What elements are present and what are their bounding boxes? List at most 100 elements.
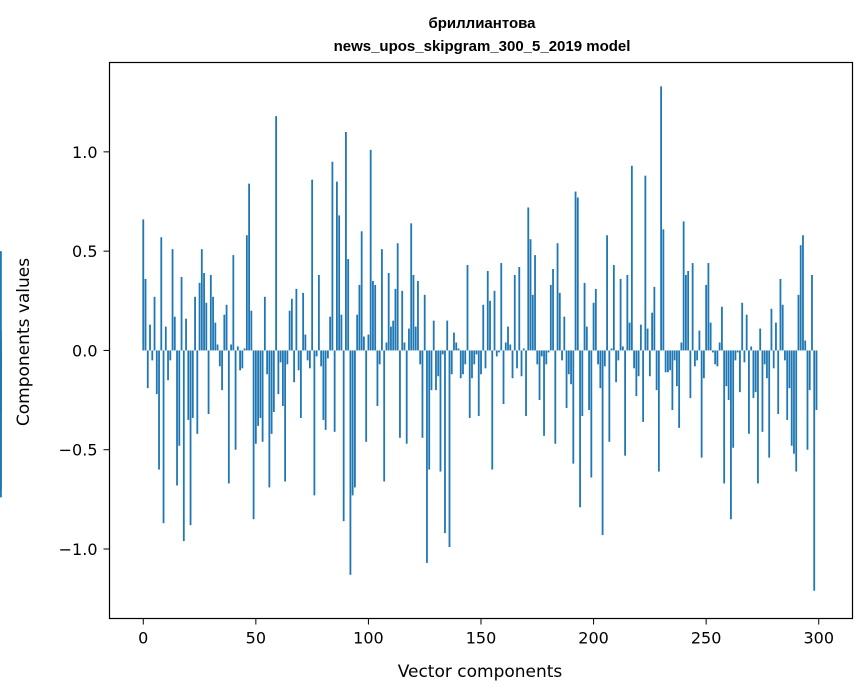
bar-component-83 (329, 316, 332, 351)
bar-component-240 (682, 221, 685, 351)
bar-component-212 (619, 278, 622, 351)
bar-component-255 (716, 350, 719, 367)
bar-component-182 (552, 269, 554, 351)
bar-component-238 (678, 350, 681, 428)
bar-component-81 (324, 350, 327, 430)
bar-component-218 (633, 350, 635, 369)
bar-component-98 (363, 336, 365, 351)
bar-component-72 (304, 334, 307, 351)
bar-component-181 (549, 284, 552, 351)
bar-component-80 (322, 350, 325, 420)
bar-component-128 (430, 350, 433, 391)
bar-component-151 (482, 304, 485, 351)
x-tick-label: 150 (466, 629, 497, 648)
bar-component-113 (396, 243, 399, 351)
bar-component-278 (768, 350, 771, 458)
bar-component-24 (196, 350, 199, 434)
bar-component-114 (399, 350, 401, 438)
bar-component-282 (777, 350, 780, 414)
bar-component-115 (401, 290, 404, 351)
bar-component-138 (453, 332, 455, 351)
bar-component-166 (516, 350, 518, 369)
bar-component-162 (507, 326, 509, 351)
bar-component-62 (281, 350, 284, 407)
x-tick-label: 0 (138, 629, 148, 648)
bar-component-1 (144, 278, 147, 351)
bar-component-223 (644, 175, 647, 351)
bar-component-54 (263, 296, 266, 351)
bar-component-291 (797, 294, 800, 351)
bar-component-148 (475, 350, 478, 355)
bar-component-65 (288, 310, 291, 351)
bar-component-234 (669, 350, 672, 371)
bar-component-13 (171, 249, 174, 351)
bar-component-11 (167, 350, 169, 381)
bar-component-280 (772, 350, 775, 369)
bar-component-202 (597, 350, 599, 365)
bar-component-16 (178, 350, 181, 446)
y-tick-label: −1.0 (59, 540, 98, 559)
x-tick-label: 50 (246, 629, 266, 648)
bar-component-189 (567, 350, 570, 375)
bar-component-45 (243, 348, 246, 351)
bar-component-32 (214, 322, 217, 351)
bar-component-156 (493, 290, 496, 351)
bar-component-89 (342, 350, 345, 522)
bar-component-79 (320, 350, 323, 367)
bar-component-127 (428, 350, 431, 470)
bar-component-68 (295, 288, 298, 351)
bar-component-267 (743, 350, 746, 363)
bar-component-12 (169, 350, 172, 361)
bar-component-136 (448, 350, 451, 548)
bar-component-28 (205, 302, 208, 351)
bar-component-76 (313, 350, 316, 496)
bar-component-277 (766, 350, 768, 379)
bar-series (0, 86, 818, 591)
bar-component-210 (615, 350, 617, 383)
bar-component-20 (187, 350, 190, 420)
bar-component-243 (689, 350, 692, 399)
bar-component-195 (581, 350, 584, 416)
bar-component-23 (194, 296, 196, 351)
bar-component-142 (462, 350, 464, 375)
bar-component-281 (775, 322, 777, 351)
bar-component-257 (721, 306, 723, 351)
bar-component-7 (158, 350, 160, 470)
bar-component-227 (653, 286, 656, 351)
bar-component-294 (804, 340, 807, 351)
bar-component-36 (223, 314, 226, 351)
bar-component-265 (739, 350, 741, 393)
bar-component-6 (155, 350, 158, 395)
bar-component-50 (254, 350, 257, 444)
bar-component-169 (522, 348, 525, 351)
bar-component-111 (392, 320, 395, 351)
bar-component-92 (349, 350, 352, 575)
bar-component-0 (142, 219, 145, 351)
bar-component-178 (543, 350, 545, 436)
bar-component-87 (338, 215, 341, 351)
bar-component-264 (736, 350, 739, 353)
bar-component-219 (635, 350, 638, 397)
bar-component-108 (385, 342, 388, 351)
bar-component-undefined (0, 251, 2, 351)
bar-component-147 (473, 350, 476, 365)
bar-component-41 (234, 350, 237, 450)
bar-component-293 (802, 235, 804, 351)
bar-component-204 (601, 350, 604, 536)
bar-component-27 (203, 272, 205, 351)
bar-component-196 (583, 282, 586, 351)
bar-component-286 (786, 350, 789, 420)
bar-component-256 (718, 342, 721, 351)
bar-component-110 (390, 326, 392, 351)
bar-component-145 (468, 350, 471, 418)
bar-component-285 (784, 350, 786, 361)
bar-component-191 (572, 350, 575, 464)
bar-component-244 (691, 263, 694, 351)
bar-component-192 (574, 191, 577, 351)
bar-component-56 (268, 350, 271, 488)
bar-component-86 (336, 181, 338, 351)
bar-component-274 (759, 328, 762, 351)
x-axis: 0 50 100 150 200 250 300 (138, 618, 834, 648)
bar-component-39 (230, 344, 232, 351)
bar-component-157 (495, 350, 498, 357)
